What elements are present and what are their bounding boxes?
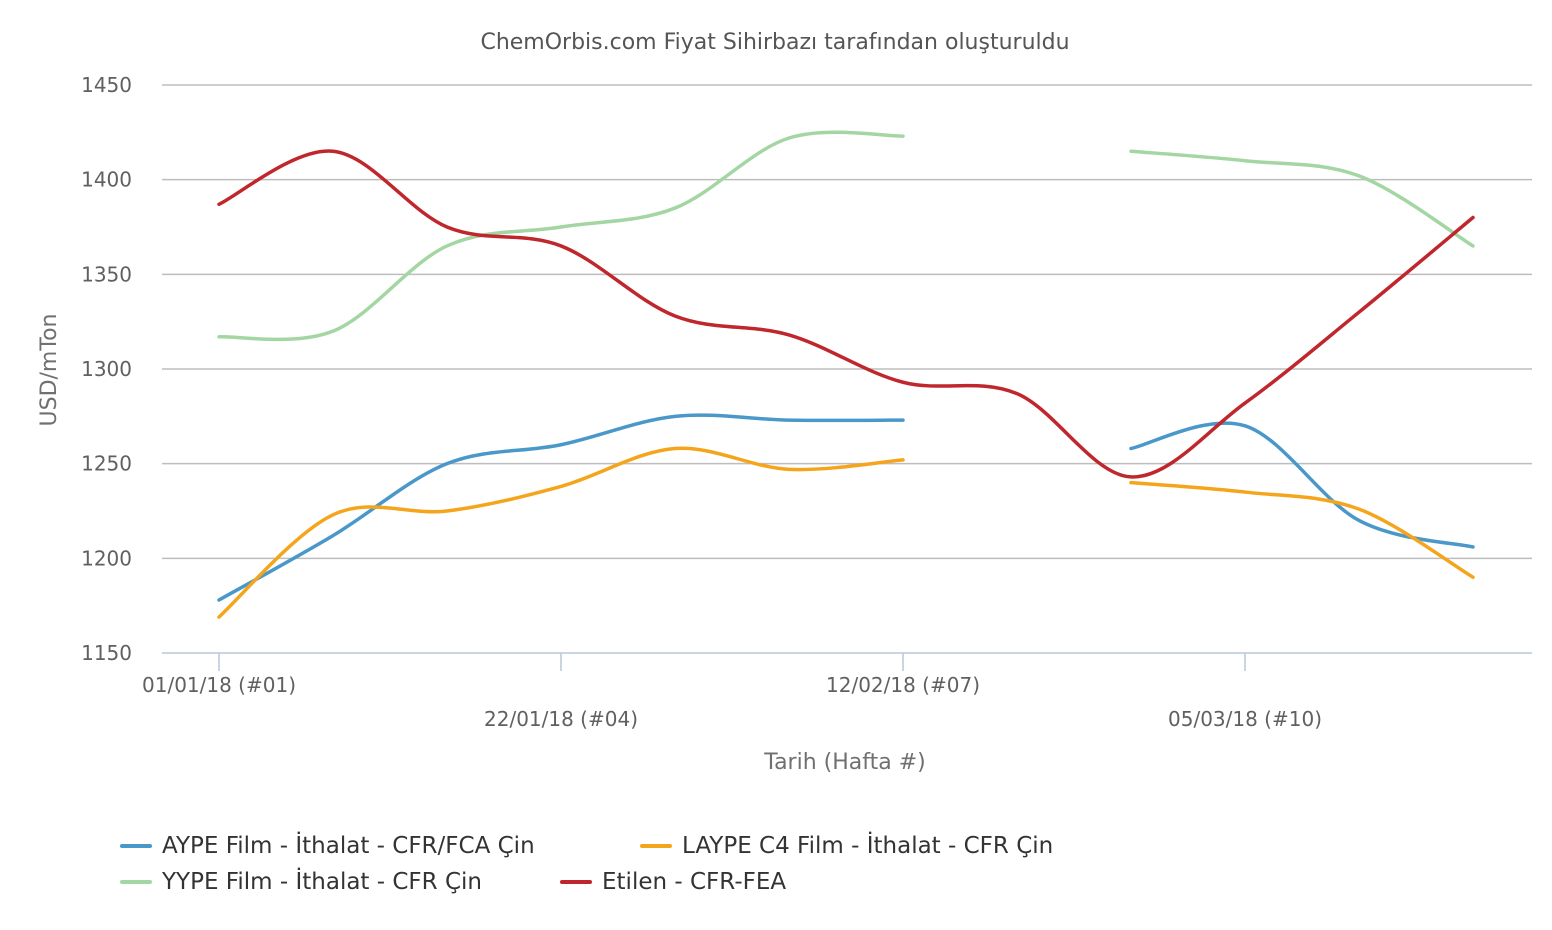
y-tick-label: 1250: [81, 452, 132, 476]
legend-item[interactable]: AYPE Film - İthalat - CFR/FCA Çin: [120, 828, 600, 864]
y-tick-label: 1400: [81, 168, 132, 192]
legend-swatch: [120, 880, 152, 884]
legend-swatch: [640, 844, 672, 848]
x-tick-label: 22/01/18 (#04): [484, 707, 638, 731]
series-line: [217, 446, 1475, 619]
legend-item[interactable]: LAYPE C4 Film - İthalat - CFR Çin: [640, 828, 1110, 864]
series-line-segment: [217, 130, 905, 342]
x-tick-label: 01/01/18 (#01): [142, 673, 296, 697]
chart-title: ChemOrbis.com Fiyat Sihirbazı tarafından…: [480, 30, 1069, 55]
series-line: [217, 130, 1475, 342]
series-line-segment: [1129, 149, 1475, 248]
legend-label: LAYPE C4 Film - İthalat - CFR Çin: [682, 833, 1054, 859]
series-line-segment: [217, 413, 905, 602]
axes: 01/01/18 (#01) 22/01/18 (#04) 12/02/18 (#0…: [142, 653, 1322, 731]
series-line-segment: [217, 446, 905, 619]
series-line-segment: [1129, 480, 1475, 580]
y-axis-title: USD/mTon: [37, 314, 62, 427]
legend-item[interactable]: Etilen - CFR-FEA: [560, 864, 860, 900]
y-tick-label: 1150: [81, 641, 132, 665]
legend-label: YYPE Film - İthalat - CFR Çin: [162, 869, 482, 895]
x-axis-title: Tarih (Hafta #): [763, 750, 925, 775]
y-tick-label: 1200: [81, 546, 132, 570]
y-tick-label: 1350: [81, 262, 132, 286]
legend-swatch: [120, 844, 152, 848]
gridlines: 1150 1200 1250 1300 1350 1400 1450: [81, 73, 1532, 665]
x-tick-label: 12/02/18 (#07): [826, 673, 980, 697]
series-line-segment: [217, 149, 1475, 479]
legend-label: Etilen - CFR-FEA: [602, 869, 787, 895]
series-line: [217, 149, 1475, 479]
x-tick-label: 05/03/18 (#10): [1168, 707, 1322, 731]
series-lines: [217, 130, 1475, 619]
y-tick-label: 1300: [81, 357, 132, 381]
y-tick-label: 1450: [81, 73, 132, 97]
legend: AYPE Film - İthalat - CFR/FCA Çin LAYPE C…: [120, 828, 1520, 900]
series-line: [217, 413, 1475, 602]
legend-swatch: [560, 880, 592, 884]
legend-item[interactable]: YYPE Film - İthalat - CFR Çin: [120, 864, 520, 900]
legend-label: AYPE Film - İthalat - CFR/FCA Çin: [162, 833, 535, 859]
